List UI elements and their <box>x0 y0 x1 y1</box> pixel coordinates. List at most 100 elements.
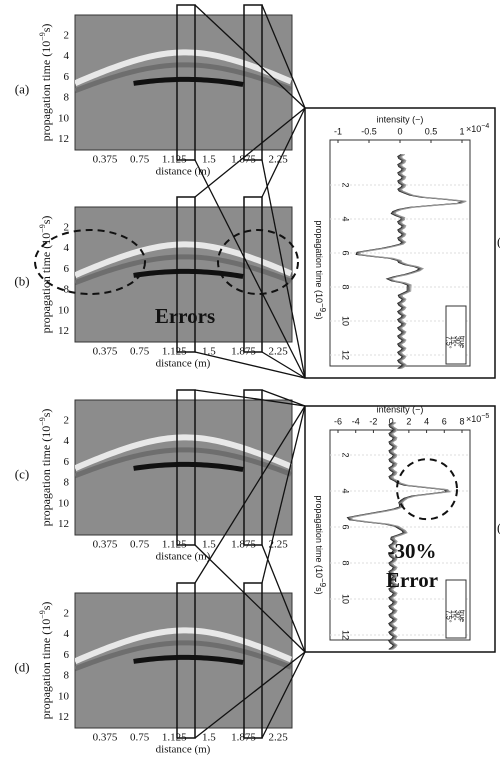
error-word-note: Error <box>386 568 438 592</box>
inset-legend-entry: true <box>458 336 465 348</box>
y-tick-label: 12 <box>58 518 69 530</box>
x-axis-label: distance (m) <box>156 744 211 756</box>
inset-y-tick-label: 8 <box>341 284 351 289</box>
inset-panel-label: (f) <box>497 520 500 535</box>
inset-scale-main: ×10 <box>466 414 481 424</box>
y-axis-label-unit: s) <box>39 216 53 225</box>
inset-x-tick-label: 8 <box>459 416 464 426</box>
y-axis-label-main: propagation time (10 <box>39 233 53 334</box>
y-tick-label: 4 <box>64 628 70 640</box>
inset-y-tick-label: 4 <box>341 488 351 493</box>
inset-y-tick-label: 2 <box>341 182 351 187</box>
x-tick-label: 1.5 <box>202 732 216 744</box>
inset-legend-entry: 15° <box>449 336 457 347</box>
inset-x-tick-label: 0 <box>389 416 394 426</box>
x-tick-label: 1.125 <box>162 732 187 744</box>
inset-x-tick-label: 0 <box>397 126 402 136</box>
waveform <box>356 153 465 370</box>
inset-x-tick-label: 6 <box>442 416 447 426</box>
y-tick-label: 12 <box>58 711 69 723</box>
radargram <box>74 14 293 151</box>
y-axis-label-unit: s) <box>39 409 53 418</box>
connector <box>261 107 306 198</box>
inset-x-label: intensity (−) <box>377 404 424 414</box>
reflection-dark <box>75 654 292 677</box>
inset-legend-entry: true <box>458 610 465 622</box>
y-axis-label-main: propagation time (10 <box>39 426 53 527</box>
panel-label: (c) <box>15 466 29 481</box>
connector <box>194 405 306 584</box>
y-axis-label: propagation time (10−9s) <box>38 602 53 720</box>
reflection-dark <box>75 461 292 484</box>
inset-y-label-exp: −9 <box>318 578 327 588</box>
x-axis-label: distance (m) <box>156 551 211 563</box>
y-axis-label-exp: −9 <box>38 417 47 426</box>
radargram-clip <box>75 49 292 99</box>
y-axis-label-main: propagation time (10 <box>39 41 53 142</box>
inset-y-label-unit: s) <box>314 312 324 320</box>
reflection-bright <box>75 49 292 87</box>
inset-x-tick-label: 1 <box>459 126 464 136</box>
inset-y-tick-label: 6 <box>341 250 351 255</box>
x-tick-label: 1.125 <box>162 346 187 358</box>
y-tick-label: 10 <box>58 497 70 509</box>
inset-x-tick-label: 2 <box>406 416 411 426</box>
inset-y-tick-label: 4 <box>341 216 351 221</box>
y-axis-label-main: propagation time (10 <box>39 619 53 720</box>
inset-x-tick-label: 4 <box>424 416 429 426</box>
y-tick-label: 8 <box>64 284 70 296</box>
y-tick-label: 10 <box>58 112 70 124</box>
inset-legend-entry: 30° <box>454 610 462 621</box>
y-tick-label: 12 <box>58 133 69 145</box>
x-tick-label: 0.375 <box>93 346 118 358</box>
inset-x-tick-label: -1 <box>334 126 342 136</box>
y-tick-label: 8 <box>64 477 70 489</box>
connector <box>261 159 306 379</box>
x-tick-label: 2.25 <box>269 732 289 744</box>
x-tick-label: 0.75 <box>130 346 150 358</box>
inset-x-tick-label: -4 <box>352 416 360 426</box>
y-axis-label-exp: −9 <box>38 610 47 619</box>
x-tick-label: 0.375 <box>93 154 118 166</box>
connector <box>261 544 306 653</box>
inset-x-tick-label: 0.5 <box>425 126 438 136</box>
inset-y-tick-label: 6 <box>341 524 351 529</box>
reflection-dark-halo <box>75 640 292 672</box>
panel-label: (b) <box>14 273 29 288</box>
x-axis-label: distance (m) <box>156 358 211 370</box>
y-axis-label: propagation time (10−9s) <box>38 409 53 527</box>
inset-x-tick-label: -2 <box>369 416 377 426</box>
error-circle <box>396 458 458 521</box>
inset-legend-entry: 7.5° <box>445 336 453 349</box>
inset-x-label: intensity (−) <box>377 114 424 124</box>
y-tick-label: 6 <box>64 263 70 275</box>
y-axis-label-exp: −9 <box>38 32 47 41</box>
reflection-dark <box>75 76 292 99</box>
waveform <box>359 153 467 370</box>
inset-y-tick-label: 10 <box>341 594 351 604</box>
inset-axes <box>329 429 471 641</box>
radargram <box>74 399 293 536</box>
y-tick-label: 2 <box>64 414 70 426</box>
x-tick-label: 1.5 <box>202 154 216 166</box>
y-tick-label: 6 <box>64 71 70 83</box>
window-box <box>243 4 263 161</box>
waveform <box>355 153 463 370</box>
inset-legend-entry: 7.5° <box>445 610 453 623</box>
inset-y-label: propagation time (10−9s) <box>314 220 327 319</box>
x-tick-label: 2.25 <box>269 154 289 166</box>
connector <box>261 4 306 109</box>
y-axis-label-exp: −9 <box>38 224 47 233</box>
window-box <box>176 389 196 546</box>
connector <box>194 159 306 379</box>
radargram-clip <box>75 434 292 484</box>
inset-y-tick-label: 8 <box>341 560 351 565</box>
y-tick-label: 4 <box>64 50 70 62</box>
window-box <box>176 582 196 739</box>
x-axis-label: distance (m) <box>156 166 211 178</box>
inset-y-tick-label: 12 <box>341 630 351 640</box>
window-box <box>176 4 196 161</box>
y-tick-label: 4 <box>64 242 70 254</box>
x-tick-label: 0.375 <box>93 539 118 551</box>
radargram <box>74 206 293 343</box>
